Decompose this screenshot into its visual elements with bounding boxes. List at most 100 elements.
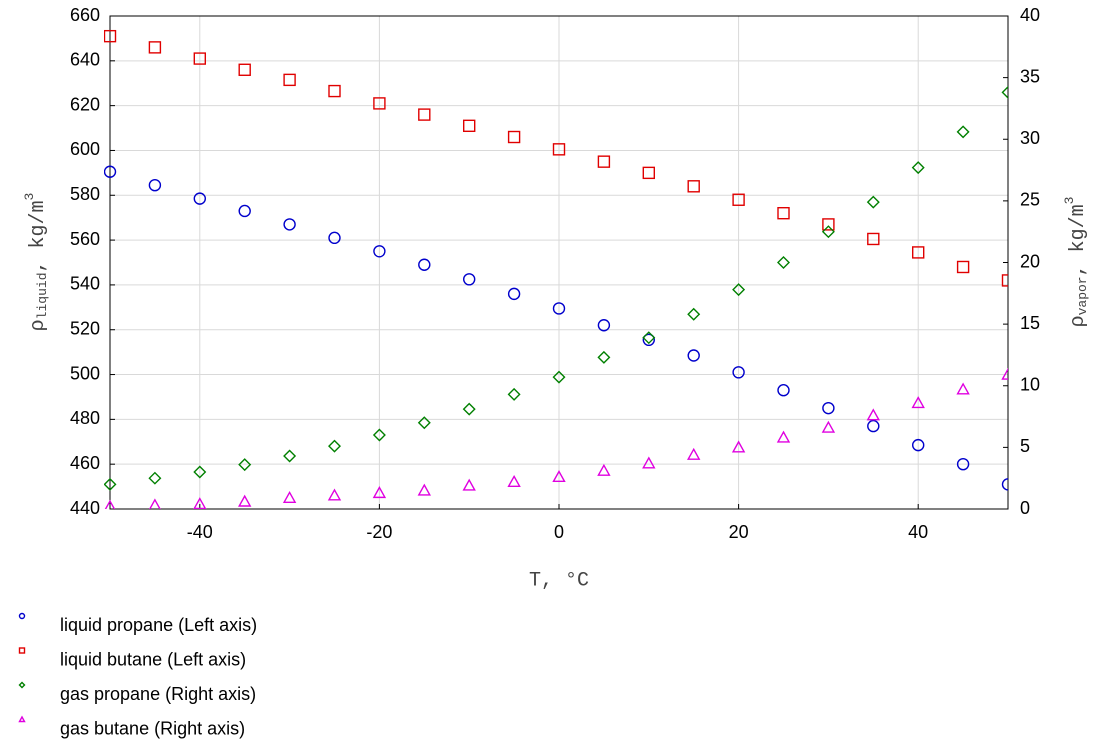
point <box>328 84 341 98</box>
point <box>687 180 700 193</box>
point <box>1001 274 1008 287</box>
legend-label: gas butane (Right axis) <box>60 718 245 738</box>
y2-tick-label: 20 <box>1020 251 1040 271</box>
point <box>283 449 297 463</box>
y-tick-label: 620 <box>70 94 100 114</box>
point <box>417 483 431 496</box>
point <box>777 384 790 397</box>
point <box>327 488 342 501</box>
point <box>956 382 970 395</box>
x-tick-label: -20 <box>366 522 392 542</box>
point <box>732 283 746 297</box>
y-tick-label: 580 <box>70 184 100 204</box>
y2-tick-label: 10 <box>1020 375 1040 395</box>
y-label-symbol: ρ <box>27 319 50 331</box>
y-tick-label: 440 <box>70 498 100 518</box>
point <box>104 499 116 509</box>
y-tick-label: 500 <box>70 363 100 383</box>
point <box>328 231 341 245</box>
point <box>552 143 566 156</box>
point <box>418 258 431 271</box>
point <box>372 486 387 499</box>
point <box>956 457 970 471</box>
x-axis-label: T, °C <box>529 569 589 592</box>
x-tick-label: 20 <box>729 522 749 542</box>
point <box>507 387 521 401</box>
y-tick-label: 560 <box>70 229 100 249</box>
point <box>463 273 476 286</box>
point <box>463 119 476 133</box>
point <box>238 494 252 507</box>
point <box>956 260 970 274</box>
point <box>104 165 117 178</box>
point <box>193 192 207 205</box>
point <box>867 232 880 246</box>
point <box>911 161 925 175</box>
point <box>148 178 162 192</box>
y2-label-symbol: ρ <box>1067 315 1090 327</box>
point <box>282 490 297 504</box>
point <box>507 287 521 301</box>
point <box>776 430 791 443</box>
point <box>507 130 521 144</box>
point <box>507 474 521 487</box>
point <box>642 166 655 180</box>
point <box>328 439 341 453</box>
point <box>956 125 970 139</box>
point <box>104 477 117 491</box>
legend-marker <box>18 612 26 620</box>
point <box>642 333 655 347</box>
y-tick-label: 600 <box>70 139 100 159</box>
point <box>373 97 386 110</box>
y2-tick-label: 35 <box>1020 66 1040 86</box>
y2-tick-label: 40 <box>1020 5 1040 25</box>
y-label-subscript: liquid <box>35 273 50 320</box>
y2-tick-label: 25 <box>1020 190 1040 210</box>
point <box>687 307 701 321</box>
point <box>148 41 162 54</box>
legend-marker <box>18 647 26 654</box>
point <box>866 408 880 421</box>
point <box>821 420 836 433</box>
point <box>283 73 296 87</box>
point <box>642 331 656 345</box>
point <box>867 419 880 433</box>
y2-label-superscript: 3 <box>1062 197 1077 205</box>
y2-label-subscript: vapor <box>1075 276 1090 315</box>
point <box>597 350 611 364</box>
y-tick-label: 480 <box>70 408 100 428</box>
point <box>777 206 790 220</box>
point <box>642 456 656 469</box>
legend-label: gas propane (Right axis) <box>60 684 256 704</box>
point <box>687 349 700 362</box>
point <box>462 402 476 416</box>
y-tick-label: 540 <box>70 274 100 294</box>
point <box>912 438 925 452</box>
point <box>597 319 611 332</box>
y2-label-unit: , kg/m <box>1067 204 1090 276</box>
y2-tick-label: 30 <box>1020 128 1040 148</box>
point <box>911 396 925 409</box>
point <box>104 29 117 43</box>
point <box>373 245 386 258</box>
x-tick-label: -40 <box>187 522 213 542</box>
point <box>148 498 161 509</box>
point <box>912 246 925 259</box>
point <box>822 218 835 231</box>
point <box>193 52 207 65</box>
point <box>372 428 386 442</box>
point <box>193 497 207 509</box>
legend-marker <box>18 715 26 723</box>
point <box>193 465 207 479</box>
legend-marker <box>18 681 26 689</box>
point <box>462 478 476 491</box>
y-tick-label: 520 <box>70 318 100 338</box>
point <box>148 471 162 485</box>
point <box>822 401 835 415</box>
point <box>418 108 431 121</box>
plot-frame <box>109 15 1009 510</box>
y2-axis-label: ρvapor, kg/m3 <box>1062 197 1090 328</box>
y-label-superscript: 3 <box>22 193 37 201</box>
y-tick-label: 660 <box>70 5 100 25</box>
